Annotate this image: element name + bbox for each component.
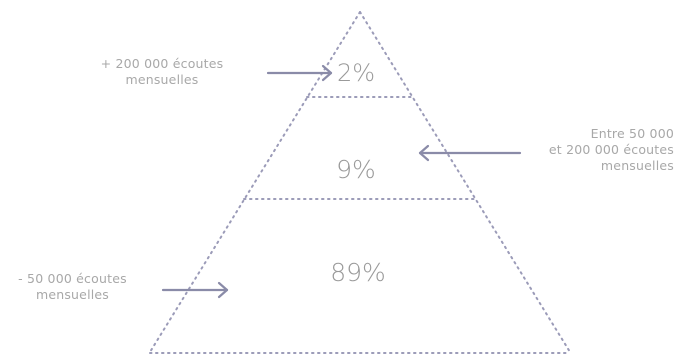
tier-middle-label: Entre 50 000 et 200 000 écoutes mensuell… xyxy=(504,126,674,174)
tier-top-percent: 2% xyxy=(337,59,375,87)
arrow-bottom-icon xyxy=(161,281,229,299)
tier-middle-label-line1: Entre 50 000 xyxy=(590,126,674,141)
tier-top-label-line2: mensuelles xyxy=(125,72,199,87)
tier-top-label: + 200 000 écoutes mensuelles xyxy=(72,56,252,88)
arrow-middle-icon xyxy=(418,144,522,162)
tier-top-label-line1: + 200 000 écoutes xyxy=(100,56,224,71)
tier-middle-label-line3: mensuelles xyxy=(600,158,674,173)
tier-middle-percent: 9% xyxy=(336,155,376,184)
tier-middle-label-line2: et 200 000 écoutes xyxy=(548,142,674,157)
tier-bottom-label-line2: mensuelles xyxy=(35,287,110,302)
tier-bottom-percent: 89% xyxy=(330,258,386,287)
arrow-top-icon xyxy=(266,64,333,82)
tier-bottom-label: - 50 000 écoutes mensuelles xyxy=(0,271,145,303)
tier-bottom-label-line1: - 50 000 écoutes xyxy=(18,271,127,286)
pyramid-right-edge xyxy=(359,11,571,353)
